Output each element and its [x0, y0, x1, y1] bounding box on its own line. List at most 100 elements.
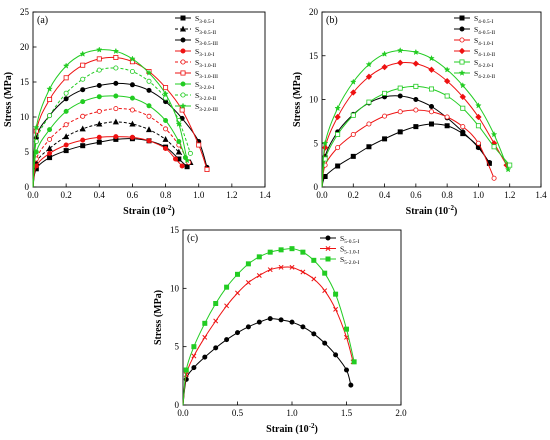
data-point	[507, 162, 513, 168]
series-line	[32, 82, 208, 188]
x-tick-label: 1.0	[473, 190, 485, 200]
y-tick-label: 5	[314, 138, 319, 148]
data-point	[63, 96, 69, 102]
data-point	[382, 113, 388, 119]
x-axis-label: Strain (10-2)	[406, 204, 458, 217]
data-point	[63, 133, 70, 140]
legend-entry: S4-2.0-II	[454, 69, 495, 80]
data-point	[224, 337, 230, 343]
data-point	[80, 137, 86, 143]
legend-entry: S4-0.5-II	[454, 25, 495, 36]
legend-marker	[459, 37, 465, 43]
legend-label: S5-0.5-I	[340, 234, 359, 245]
series-line	[182, 266, 354, 406]
legend-entry: S3-2.0-I	[175, 80, 214, 91]
data-point	[213, 345, 219, 351]
y-tick-label: 5	[25, 147, 30, 157]
data-point	[475, 113, 482, 121]
legend-entry: S5-0.5-I	[320, 234, 359, 245]
series-5-1.0-I	[182, 264, 356, 406]
x-tick-label: 0.2	[61, 190, 72, 200]
data-point	[63, 148, 69, 154]
data-point	[428, 121, 434, 127]
data-point	[428, 66, 435, 73]
data-point	[96, 56, 102, 62]
data-point	[129, 82, 135, 88]
legend-entry: S5-2.0-I	[320, 255, 359, 266]
data-point	[46, 145, 53, 152]
data-point	[289, 264, 295, 270]
y-tick-label: 0	[175, 400, 180, 410]
data-point	[163, 85, 169, 91]
legend-marker	[458, 47, 466, 55]
data-point	[460, 124, 466, 130]
data-point	[490, 131, 498, 138]
y-tick-label: 0	[25, 182, 30, 192]
data-point	[47, 136, 53, 142]
data-point	[47, 127, 53, 133]
data-point	[47, 150, 53, 156]
data-point	[79, 125, 86, 132]
legend-entry: S3-0.5-I	[175, 14, 214, 25]
legend-marker	[325, 256, 331, 262]
data-point	[350, 131, 356, 137]
data-point	[95, 46, 103, 53]
data-point	[129, 120, 136, 127]
legend-label: S4-1.0-I	[474, 36, 493, 47]
data-point	[335, 131, 341, 137]
chart-panel: 0.0 0.2 0.4 0.6 0.8 1.0 1.2 1.4 0 5 10 15 20 Strain (…	[292, 7, 547, 217]
data-point	[428, 109, 434, 115]
data-point	[96, 120, 103, 127]
data-point	[321, 144, 329, 151]
data-point	[213, 300, 219, 306]
data-point	[183, 372, 189, 378]
x-tick-label: 0.0	[27, 190, 39, 200]
data-point	[300, 324, 306, 330]
legend-marker	[325, 246, 331, 251]
data-point	[187, 150, 193, 156]
data-point	[333, 352, 339, 358]
series-3-1.0-I	[32, 134, 185, 188]
data-point	[459, 82, 467, 89]
data-point	[213, 318, 219, 324]
data-point	[491, 144, 497, 150]
data-point	[47, 155, 53, 161]
legend-label: S3-1.0-I	[195, 47, 214, 58]
data-point	[413, 124, 419, 130]
legend-marker	[180, 92, 186, 98]
data-point	[322, 340, 328, 346]
data-point	[146, 138, 152, 144]
legend-label: S3-0.5-II	[195, 25, 216, 36]
legend-label: S3-0.5-III	[195, 36, 218, 47]
data-point	[289, 246, 295, 252]
data-point	[366, 144, 372, 150]
data-point	[202, 354, 208, 360]
data-point	[113, 65, 119, 71]
data-point	[173, 156, 179, 162]
data-point	[412, 60, 420, 67]
legend-marker	[180, 48, 186, 54]
legend-label: S4-0.5-I	[474, 14, 493, 25]
data-point	[475, 102, 482, 109]
legend-marker	[180, 59, 186, 65]
data-point	[382, 136, 388, 142]
data-point	[334, 113, 341, 121]
x-tick-label: 1.0	[286, 408, 298, 418]
data-point	[278, 264, 284, 270]
y-tick-label: 20	[20, 42, 30, 52]
data-point	[333, 306, 339, 312]
data-point	[413, 83, 419, 89]
data-point	[191, 365, 197, 371]
data-point	[412, 48, 420, 56]
data-point	[80, 62, 86, 68]
data-point	[80, 99, 86, 105]
data-point	[146, 113, 152, 119]
data-point	[96, 83, 102, 89]
plot-frame	[182, 229, 402, 406]
data-point	[348, 382, 354, 388]
data-point	[179, 107, 185, 113]
data-point	[146, 103, 152, 109]
legend-label: S4-1.0-II	[474, 47, 495, 58]
data-point	[96, 94, 102, 100]
legend-entry: S3-0.5-II	[175, 25, 216, 36]
